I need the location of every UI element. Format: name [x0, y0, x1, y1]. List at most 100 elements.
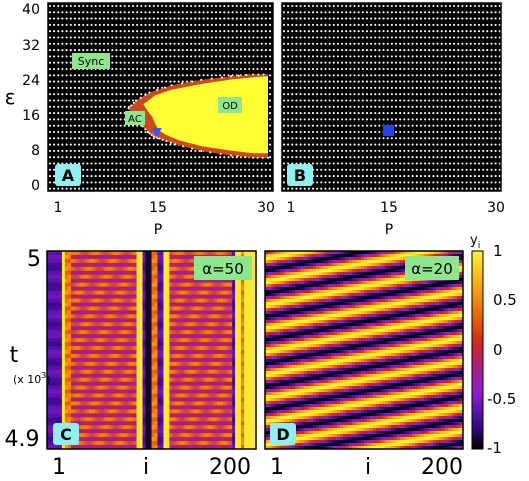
heatmap-cell — [181, 326, 185, 331]
grid-dot — [365, 86, 369, 89]
grid-dot — [403, 67, 406, 71]
grid-dot — [436, 149, 439, 152]
grid-dot — [370, 11, 373, 14]
grid-dot — [349, 93, 352, 96]
grid-dot — [473, 156, 476, 159]
heatmap-cell — [169, 278, 173, 284]
grid-dot — [214, 162, 218, 165]
heatmap-cell — [70, 266, 75, 272]
heatmap-cell — [136, 278, 140, 284]
grid-dot — [311, 143, 315, 146]
grid-dot — [73, 130, 76, 134]
grid-dot — [94, 162, 97, 165]
grid-dot — [268, 99, 272, 102]
grid-dot — [223, 42, 226, 45]
heatmap-cell — [67, 342, 72, 347]
grid-dot — [165, 23, 168, 26]
grid-dot — [394, 156, 398, 159]
grid-dot — [202, 42, 205, 45]
grid-dot — [436, 187, 439, 190]
heatmap-cell — [199, 330, 203, 335]
heatmap-cell — [253, 326, 257, 331]
grid-dot — [399, 30, 402, 33]
grid-dot — [345, 124, 348, 127]
heatmap-cell — [247, 302, 251, 307]
grid-dot — [90, 4, 93, 8]
grid-dot — [390, 112, 393, 115]
grid-dot — [214, 55, 218, 58]
grid-dot — [291, 4, 294, 8]
grid-dot — [428, 149, 431, 152]
heatmap-cell — [109, 306, 114, 311]
grid-dot — [378, 112, 381, 115]
heatmap-cell — [205, 306, 209, 311]
heatmap-cell — [244, 310, 248, 315]
heatmap-cell — [88, 334, 93, 339]
heatmap-cell — [220, 302, 224, 307]
heatmap-cell — [172, 330, 176, 335]
grid-dot — [349, 162, 352, 165]
grid-dot — [345, 30, 348, 33]
grid-dot — [353, 23, 356, 26]
heatmap-cell — [199, 310, 203, 315]
grid-dot — [107, 112, 110, 115]
grid-dot — [123, 49, 126, 52]
heatmap-cell — [151, 314, 155, 319]
grid-dot — [390, 187, 393, 190]
grid-dot — [111, 175, 114, 178]
grid-dot — [173, 67, 176, 71]
heatmap-cell — [214, 294, 218, 299]
heatmap-cell — [196, 298, 200, 303]
heatmap-cell — [127, 330, 131, 335]
grid-dot — [148, 67, 151, 71]
grid-dot — [303, 55, 306, 58]
heatmap-cell — [49, 282, 54, 288]
grid-dot — [432, 99, 435, 102]
grid-dot — [115, 55, 118, 58]
heatmap-cell — [124, 266, 129, 272]
grid-dot — [482, 130, 485, 134]
grid-dot — [107, 49, 110, 52]
grid-dot — [370, 49, 373, 52]
grid-dot — [394, 118, 398, 121]
grid-dot — [78, 17, 81, 20]
grid-dot — [407, 118, 410, 121]
od-region — [143, 76, 268, 154]
grid-dot — [411, 17, 414, 20]
grid-dot — [407, 99, 410, 102]
grid-dot — [428, 86, 431, 89]
grid-dot — [370, 74, 373, 77]
heatmap-cell — [82, 294, 87, 299]
grid-dot — [73, 143, 76, 146]
grid-dot — [336, 49, 339, 52]
grid-dot — [403, 149, 406, 152]
grid-dot — [144, 17, 147, 20]
grid-dot — [136, 149, 139, 152]
grid-dot — [107, 30, 110, 33]
grid-dot — [214, 156, 218, 159]
grid-dot — [90, 80, 93, 83]
heatmap-cell — [112, 302, 117, 307]
panel-b-tag-label: B — [294, 166, 306, 185]
grid-dot — [357, 118, 360, 121]
heatmap-cell — [73, 294, 78, 299]
grid-dot — [411, 67, 414, 71]
grid-dot — [287, 80, 290, 83]
grid-dot — [295, 143, 298, 146]
heatmap-cell — [142, 334, 146, 339]
grid-dot — [252, 55, 255, 58]
heatmap-cell — [166, 318, 170, 323]
grid-dot — [98, 187, 101, 190]
grid-dot — [361, 149, 364, 152]
grid-dot — [469, 156, 472, 159]
grid-dot — [440, 42, 443, 45]
grid-dot — [299, 11, 302, 14]
grid-dot — [444, 143, 447, 146]
grid-dot — [198, 67, 201, 71]
heatmap-cell — [196, 322, 200, 327]
heatmap-cell — [106, 330, 111, 335]
grid-dot — [378, 42, 381, 45]
grid-dot — [382, 74, 385, 77]
heatmap-cell — [47, 254, 51, 260]
heatmap-cell — [64, 270, 69, 276]
